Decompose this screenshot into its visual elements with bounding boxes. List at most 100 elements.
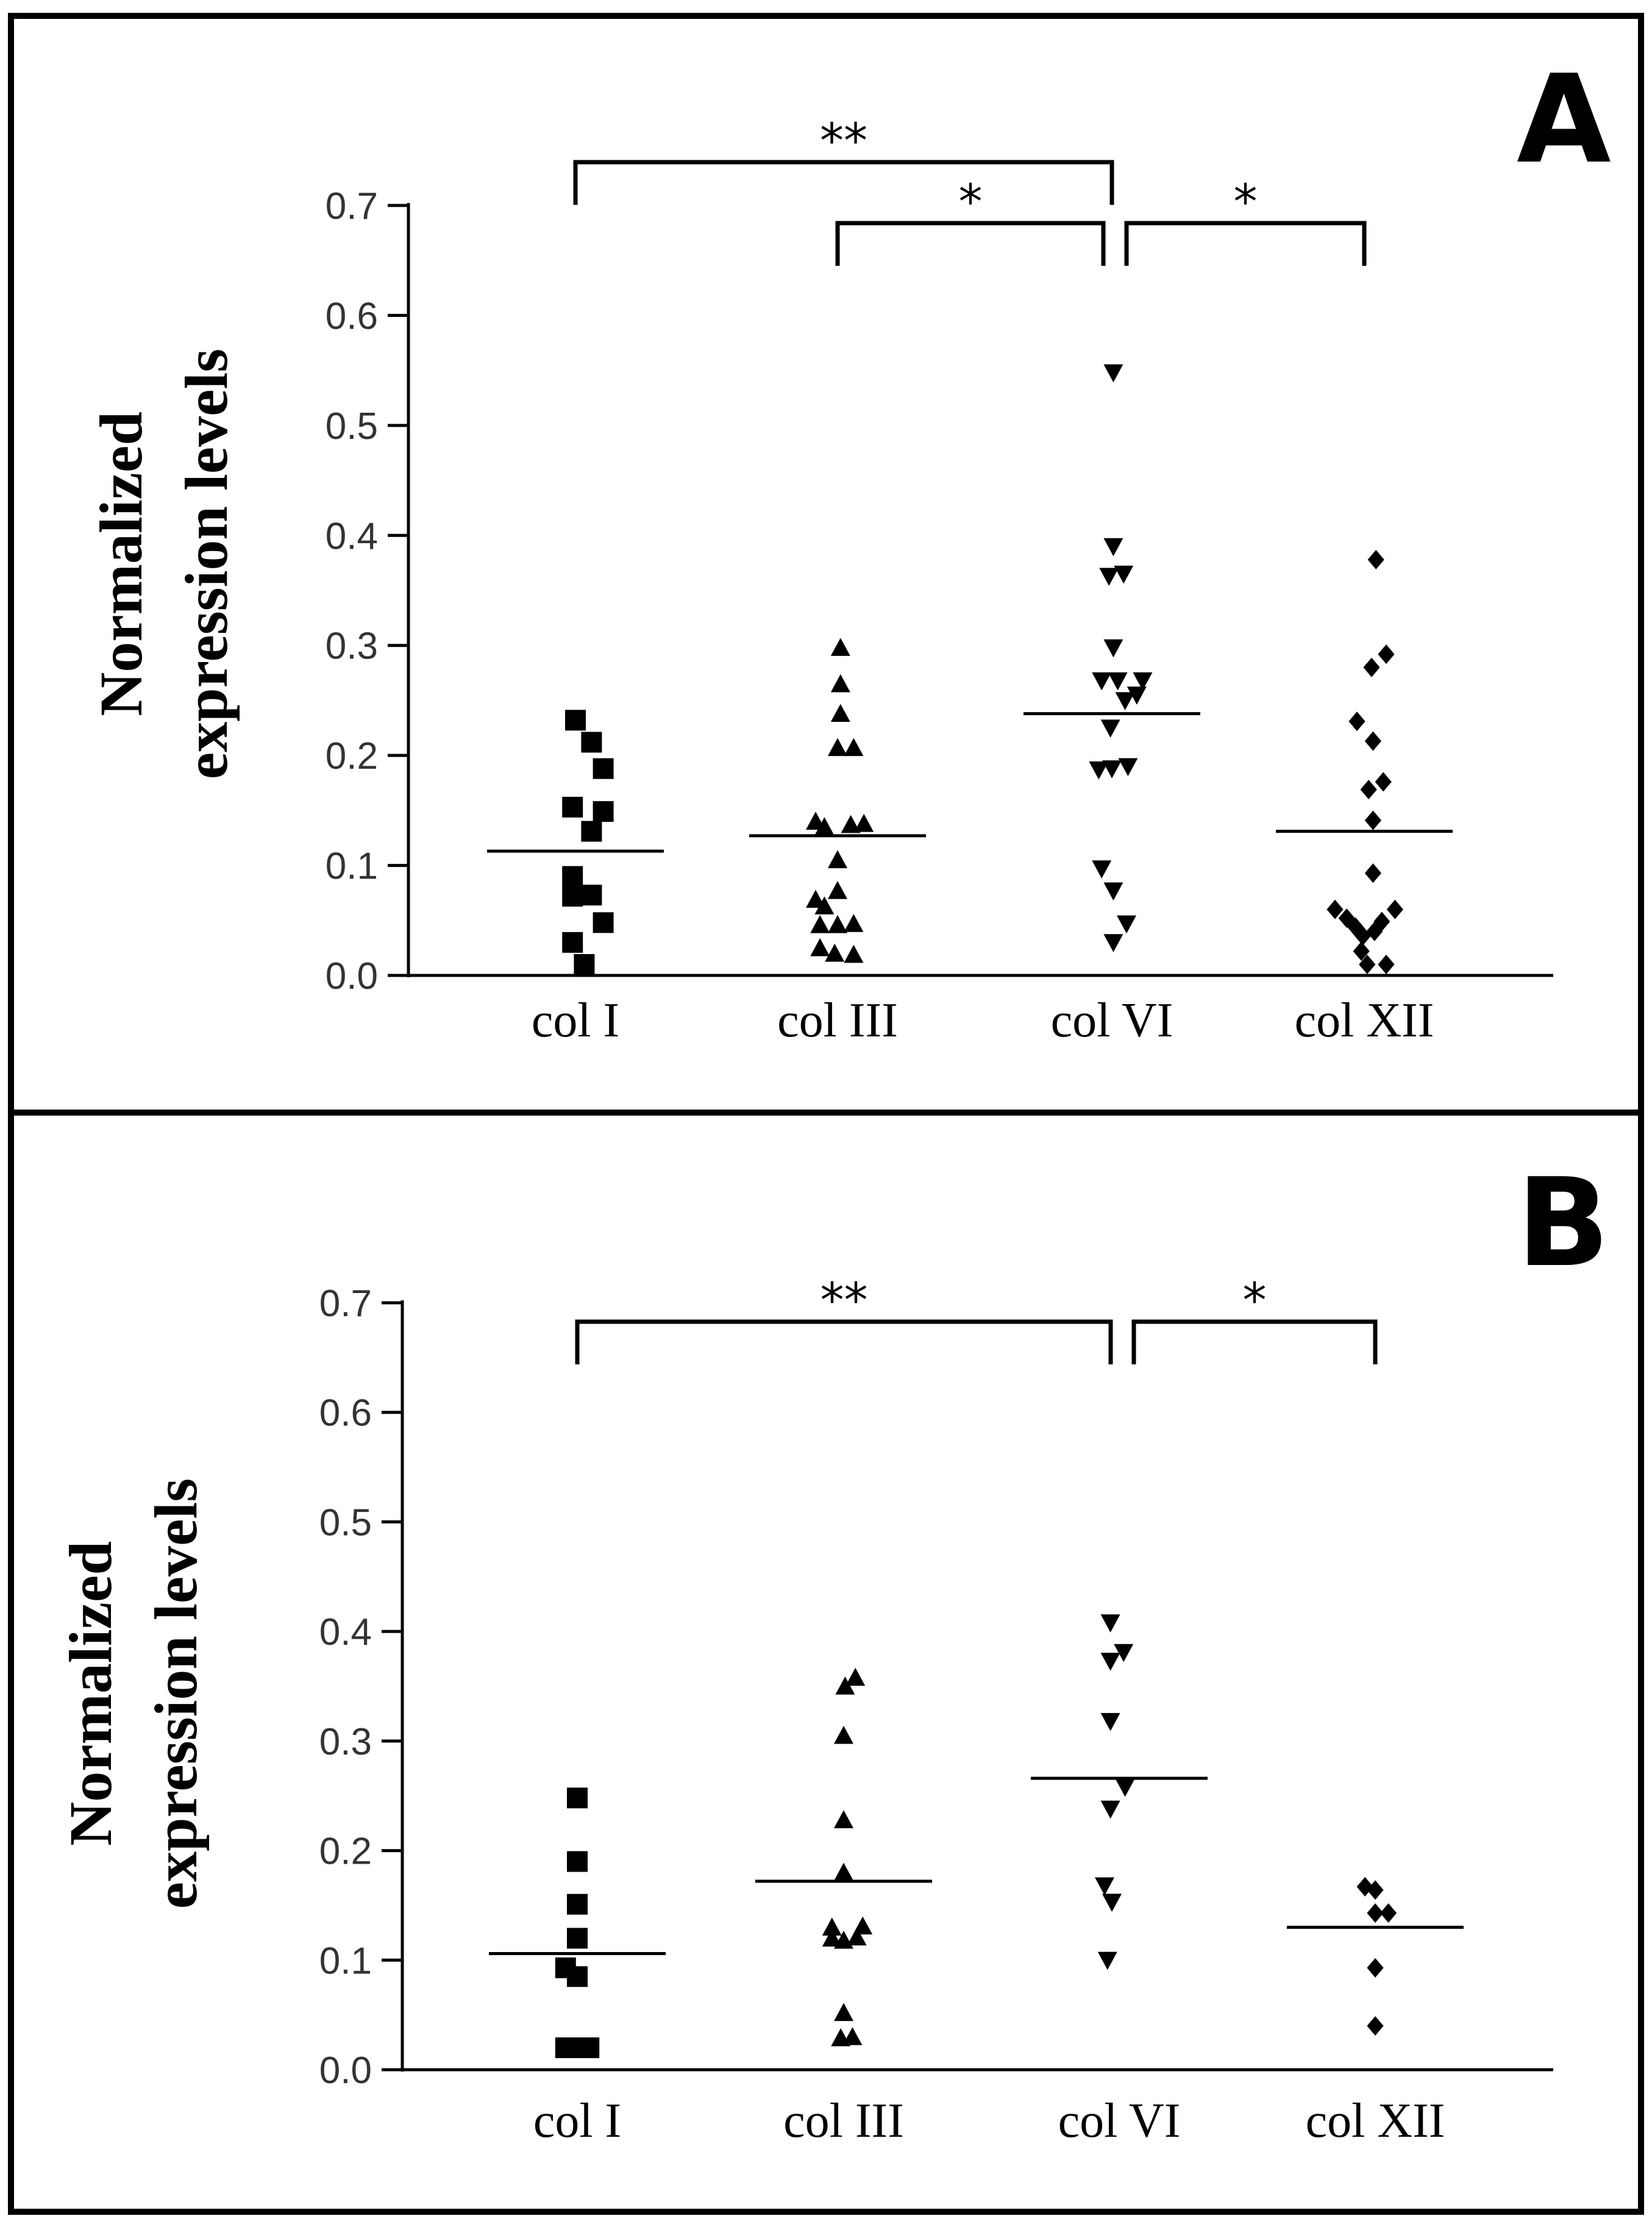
data-point-a-0-5: [581, 821, 602, 842]
data-point-a-1-13: [810, 915, 830, 933]
data-point-a-1-16: [810, 938, 830, 957]
data-point-a-3-6: [1375, 772, 1392, 792]
data-point-a-3-17: [1359, 954, 1376, 974]
data-point-a-1-15: [844, 914, 864, 932]
data-point-a-1-0: [830, 638, 850, 656]
data-point-a-0-4: [593, 801, 614, 822]
x-category-label-a-3: col XII: [1295, 994, 1434, 1047]
data-point-b-1-9: [847, 1927, 867, 1946]
data-point-a-2-1: [1103, 538, 1123, 557]
data-point-b-0-3: [567, 1928, 588, 1949]
data-point-a-2-0: [1103, 364, 1123, 383]
y-tick-label-b-4: 0.4: [319, 1611, 372, 1653]
significance-label-a-2: *: [1234, 175, 1258, 230]
panel-label-b: B: [1517, 1152, 1609, 1294]
y-tick-label-b-0: 0.0: [319, 2050, 372, 2092]
data-point-b-1-3: [834, 1810, 853, 1828]
data-point-a-0-2: [593, 758, 614, 779]
y-tick-label-a-2: 0.2: [326, 735, 378, 777]
data-point-b-2-6: [1095, 1877, 1114, 1896]
panel-label-a: A: [1517, 49, 1611, 191]
x-category-label-a-0: col I: [532, 994, 619, 1047]
data-point-a-3-8: [1364, 863, 1381, 883]
data-point-a-2-11: [1089, 761, 1109, 780]
data-point-a-1-17: [825, 943, 845, 962]
data-point-a-0-9: [593, 912, 614, 933]
data-point-b-3-5: [1367, 2016, 1384, 2036]
y-tick-label-b-5: 0.5: [319, 1502, 372, 1544]
data-point-a-3-5: [1360, 780, 1377, 800]
data-point-a-2-4: [1103, 639, 1123, 658]
data-point-b-1-0: [846, 1667, 866, 1686]
data-point-a-1-12: [814, 896, 835, 914]
data-point-a-1-11: [828, 881, 847, 899]
x-category-label-b-2: col VI: [1058, 2094, 1181, 2148]
data-point-a-3-1: [1363, 657, 1380, 677]
data-point-a-1-3: [828, 738, 847, 757]
data-point-b-1-2: [834, 1725, 853, 1744]
y-tick-label-a-3: 0.3: [326, 625, 378, 668]
data-point-a-1-6: [814, 817, 835, 836]
x-category-label-a-1: col III: [777, 994, 898, 1047]
data-point-a-0-7: [581, 885, 602, 906]
data-point-b-1-12: [842, 2027, 863, 2045]
data-point-a-1-7: [841, 814, 861, 833]
data-point-a-3-0: [1367, 549, 1384, 569]
data-point-b-3-1: [1367, 1880, 1384, 1900]
data-point-a-0-11: [574, 953, 595, 975]
y-tick-label-b-3: 0.3: [319, 1721, 372, 1763]
data-point-a-2-16: [1117, 915, 1136, 934]
x-category-label-b-3: col XII: [1306, 2094, 1445, 2148]
data-point-a-2-15: [1103, 882, 1123, 901]
data-point-b-2-2: [1114, 1644, 1134, 1662]
y-tick-label-b-7: 0.7: [319, 1283, 372, 1325]
data-point-a-2-9: [1127, 686, 1147, 705]
data-point-b-1-10: [834, 2003, 853, 2022]
data-point-a-2-14: [1092, 860, 1112, 878]
y-tick-label-a-4: 0.4: [326, 515, 378, 557]
y-tick-label-a-6: 0.6: [326, 295, 378, 337]
y-tick-label-a-0: 0.0: [326, 955, 378, 997]
data-point-a-1-8: [854, 814, 874, 832]
data-point-a-1-2: [830, 704, 850, 722]
x-category-label-b-1: col III: [783, 2094, 904, 2148]
data-point-b-0-2: [567, 1894, 588, 1915]
data-point-a-2-13: [1118, 758, 1138, 777]
data-point-b-2-1: [1100, 1653, 1120, 1671]
data-point-a-0-10: [562, 932, 583, 953]
significance-bracket-a-2: [1124, 221, 1367, 266]
data-point-a-3-14: [1386, 899, 1403, 919]
y-axis-title-b-line2: expression levels: [142, 1478, 210, 1909]
data-point-a-1-14: [828, 915, 847, 933]
data-point-a-2-5: [1092, 672, 1112, 691]
data-point-a-2-12: [1102, 760, 1122, 779]
data-point-b-1-1: [835, 1676, 855, 1695]
data-point-a-3-7: [1364, 810, 1381, 830]
data-point-a-3-3: [1348, 711, 1365, 732]
y-tick-label-b-1: 0.1: [319, 1940, 372, 1982]
data-point-b-0-1: [567, 1851, 588, 1872]
y-tick-label-a-1: 0.1: [326, 846, 378, 888]
data-point-a-3-16: [1353, 941, 1370, 961]
data-point-a-1-1: [830, 674, 850, 693]
data-point-a-1-18: [844, 944, 864, 963]
data-point-a-1-4: [844, 738, 864, 757]
significance-label-b-1: *: [1243, 1274, 1267, 1328]
y-axis-title-b-line1: Normalized: [57, 1541, 124, 1846]
data-point-a-2-17: [1103, 934, 1123, 952]
data-point-a-2-10: [1100, 719, 1120, 738]
significance-bracket-a-1: [835, 221, 1106, 266]
significance-bracket-b-1: [1131, 1319, 1378, 1364]
data-point-a-3-18: [1378, 954, 1395, 974]
x-category-label-b-0: col I: [533, 2094, 621, 2148]
data-point-a-2-6: [1108, 672, 1128, 691]
significance-bracket-b-0: [575, 1319, 1113, 1364]
significance-label-a-0: **: [820, 114, 867, 169]
data-point-b-2-5: [1100, 1800, 1120, 1819]
y-axis-title-a-line1: Normalized: [87, 412, 155, 716]
data-point-b-0-0: [567, 1787, 588, 1809]
data-point-a-2-8: [1115, 692, 1135, 710]
data-point-a-0-1: [581, 732, 602, 753]
data-point-a-0-8: [562, 886, 583, 907]
